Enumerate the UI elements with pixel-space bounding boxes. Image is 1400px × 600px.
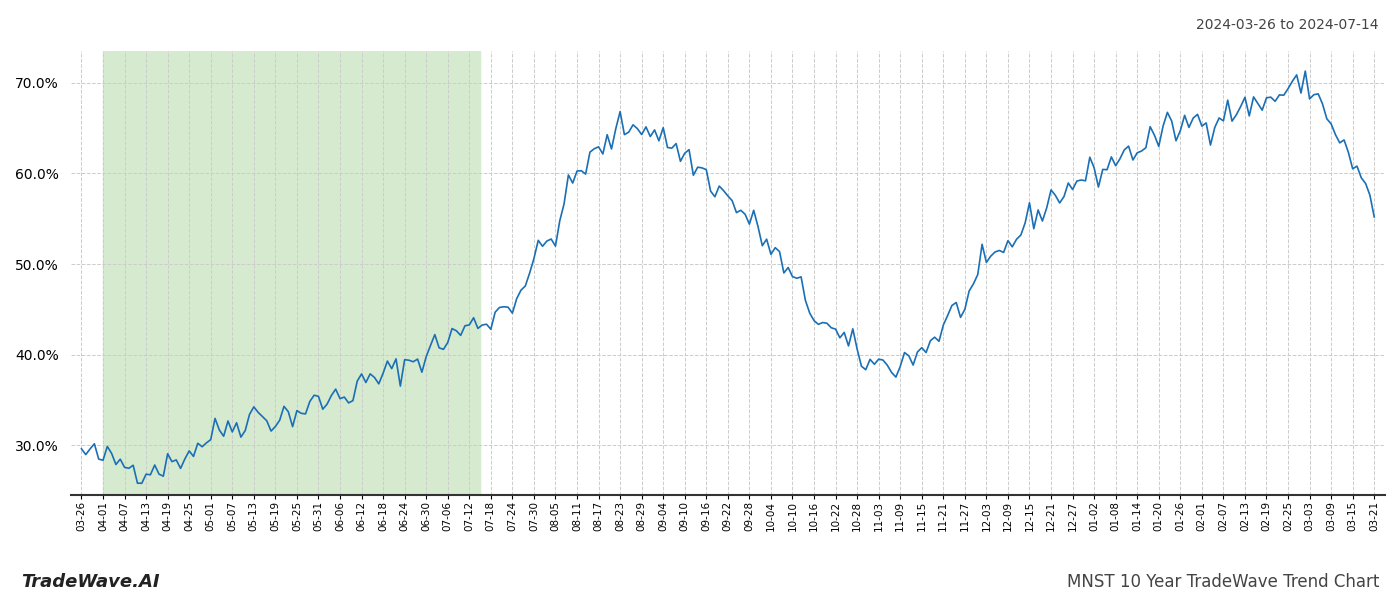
Text: TradeWave.AI: TradeWave.AI — [21, 573, 160, 591]
Bar — [104, 51, 480, 495]
Text: 2024-03-26 to 2024-07-14: 2024-03-26 to 2024-07-14 — [1197, 18, 1379, 32]
Text: MNST 10 Year TradeWave Trend Chart: MNST 10 Year TradeWave Trend Chart — [1067, 573, 1379, 591]
